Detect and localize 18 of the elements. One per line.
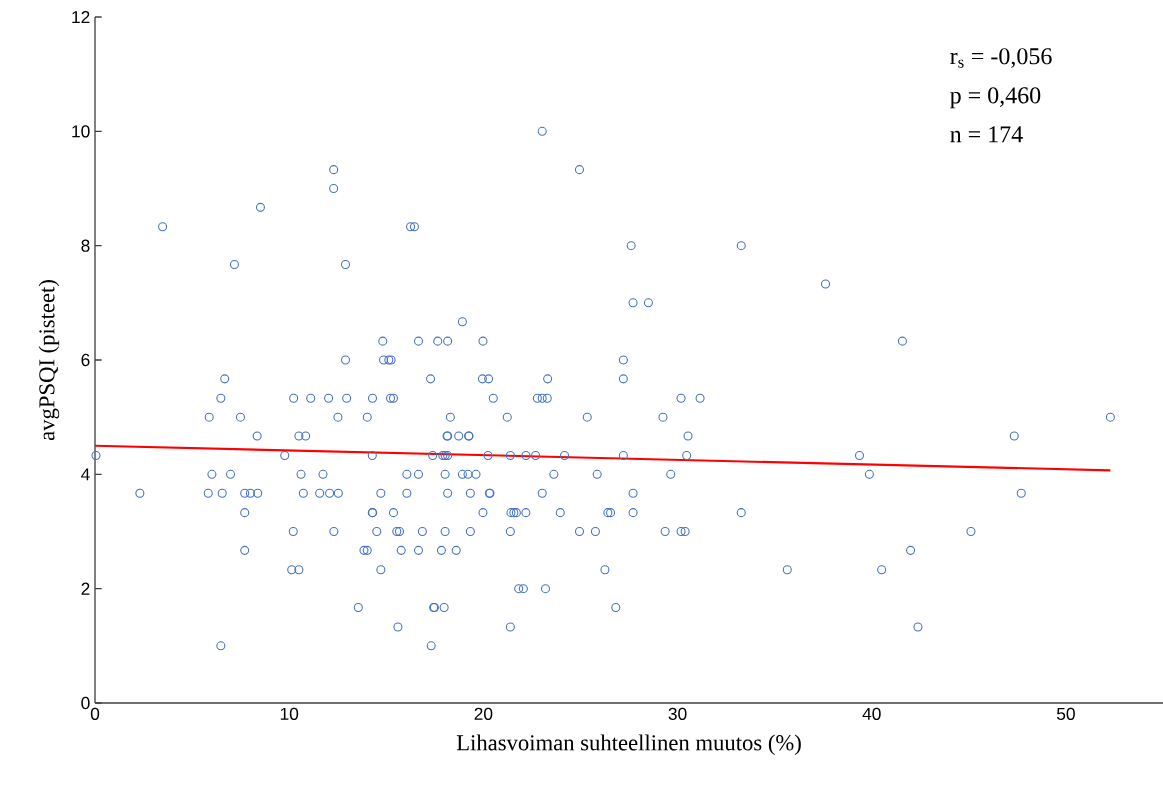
x-tick-label: 10 xyxy=(280,707,299,720)
y-axis-title: avgPSQI (pisteet) xyxy=(38,280,60,441)
x-tick-label: 40 xyxy=(862,707,881,720)
x-tick-label: 30 xyxy=(668,707,687,720)
annotation: p = 0,460 xyxy=(950,87,1041,109)
x-tick-label: 20 xyxy=(474,707,493,720)
annotation: n = 174 xyxy=(950,126,1023,143)
x-tick-label: 50 xyxy=(1056,707,1075,720)
y-tick-label: 12 xyxy=(72,10,90,24)
x-tick-label: 0 xyxy=(90,707,100,720)
y-tick-label: 4 xyxy=(81,468,90,481)
x-axis-title: Lihasvoiman suhteellinen muutos (%) xyxy=(456,734,801,756)
y-tick-label: 10 xyxy=(72,125,90,138)
annotation: r$_{s}$ = -0,056 xyxy=(950,48,1052,68)
y-tick-label: 8 xyxy=(81,239,90,252)
y-tick-label: 0 xyxy=(81,696,90,710)
y-tick-label: 2 xyxy=(81,582,90,595)
y-tick-label: 6 xyxy=(81,353,90,367)
